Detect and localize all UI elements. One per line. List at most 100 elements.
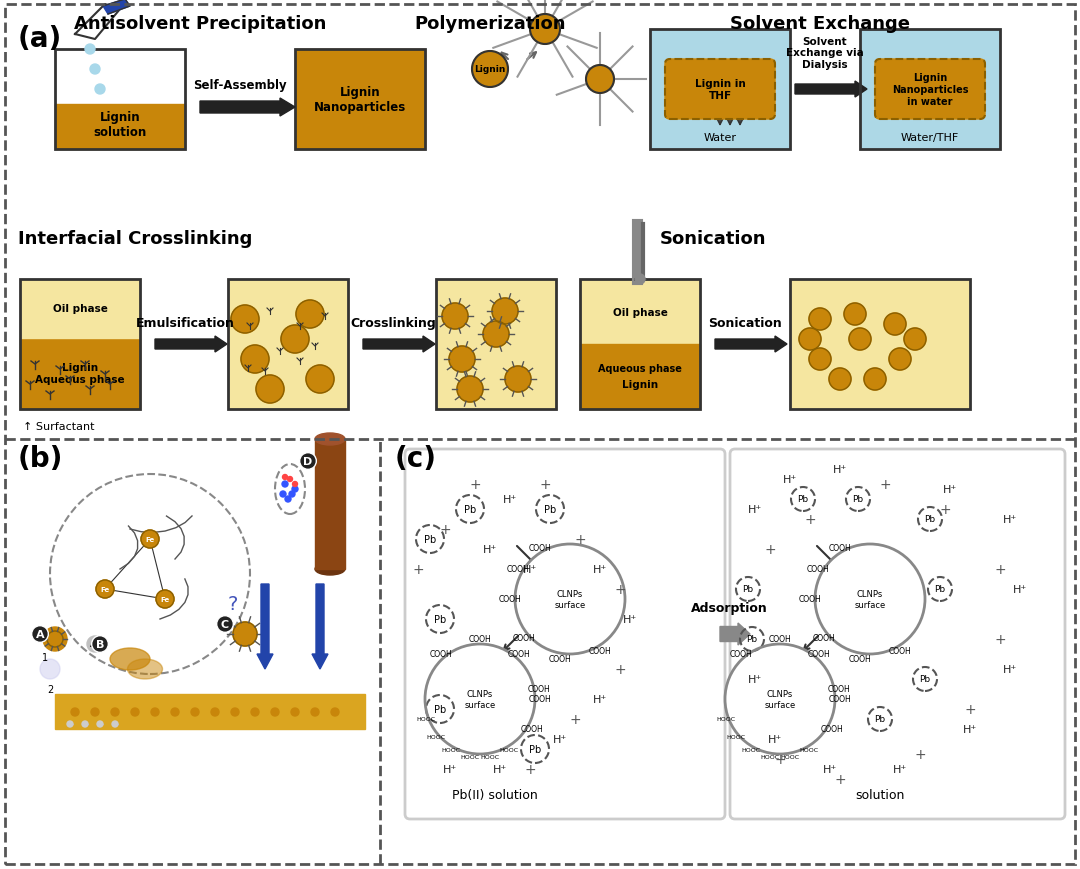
- Circle shape: [483, 322, 509, 348]
- Circle shape: [251, 708, 259, 716]
- Bar: [55, 694, 365, 729]
- Polygon shape: [75, 5, 120, 40]
- Circle shape: [536, 495, 564, 523]
- Circle shape: [233, 622, 257, 647]
- Text: (b): (b): [18, 444, 64, 473]
- Circle shape: [90, 65, 100, 75]
- Text: Pb: Pb: [423, 534, 436, 544]
- Text: Adsorption: Adsorption: [690, 601, 768, 614]
- Text: COOH: COOH: [549, 653, 571, 663]
- Circle shape: [50, 474, 249, 674]
- Circle shape: [457, 376, 483, 402]
- Circle shape: [256, 375, 284, 403]
- Bar: [55, 50, 185, 149]
- Ellipse shape: [110, 648, 150, 670]
- FancyBboxPatch shape: [875, 60, 985, 120]
- Text: Fe: Fe: [160, 596, 170, 602]
- Text: H⁺: H⁺: [943, 484, 957, 494]
- Text: H⁺: H⁺: [747, 504, 762, 514]
- Text: Pb: Pb: [746, 634, 757, 644]
- Text: COOH: COOH: [499, 594, 522, 604]
- Circle shape: [289, 492, 295, 497]
- Circle shape: [71, 708, 79, 716]
- Text: COOH: COOH: [508, 649, 530, 658]
- Circle shape: [416, 526, 444, 554]
- Text: Lignin
solution: Lignin solution: [93, 111, 147, 139]
- Text: H⁺: H⁺: [963, 724, 977, 734]
- Ellipse shape: [315, 563, 345, 575]
- Text: Ag: Ag: [90, 641, 100, 647]
- Text: 2: 2: [46, 684, 53, 694]
- Text: Fe: Fe: [100, 587, 110, 593]
- Text: Sonication: Sonication: [660, 229, 767, 248]
- Text: COOH: COOH: [807, 649, 829, 658]
- Text: +: +: [914, 747, 926, 761]
- Text: H⁺: H⁺: [492, 764, 508, 774]
- Text: HOOC: HOOC: [760, 753, 780, 759]
- Text: +: +: [879, 477, 891, 492]
- Text: COOH: COOH: [589, 647, 611, 656]
- Text: +: +: [964, 702, 976, 716]
- Circle shape: [426, 606, 454, 634]
- Circle shape: [456, 495, 484, 523]
- Ellipse shape: [315, 434, 345, 446]
- Text: HOOC: HOOC: [442, 746, 460, 752]
- Circle shape: [282, 481, 288, 488]
- Text: H⁺: H⁺: [593, 694, 607, 704]
- FancyBboxPatch shape: [405, 449, 725, 819]
- Text: ↑ Surfactant: ↑ Surfactant: [23, 421, 95, 432]
- Circle shape: [296, 301, 324, 328]
- Text: +: +: [575, 533, 585, 547]
- Text: Lignin: Lignin: [622, 380, 658, 390]
- Circle shape: [111, 708, 119, 716]
- Text: COOH: COOH: [528, 684, 551, 693]
- Circle shape: [864, 368, 886, 390]
- Text: H⁺: H⁺: [443, 764, 457, 774]
- Bar: [315, 440, 345, 569]
- Text: Interfacial Crosslinking: Interfacial Crosslinking: [18, 229, 253, 248]
- Circle shape: [843, 303, 866, 326]
- Text: HOOC: HOOC: [481, 753, 500, 759]
- Text: Pb: Pb: [529, 744, 541, 754]
- Bar: [21, 280, 140, 338]
- Bar: [436, 280, 556, 409]
- Text: HOOC: HOOC: [799, 746, 819, 752]
- Text: HOOC: HOOC: [726, 734, 745, 739]
- Text: Pb: Pb: [797, 495, 809, 504]
- Text: Pb: Pb: [434, 614, 446, 624]
- FancyBboxPatch shape: [730, 449, 1065, 819]
- Circle shape: [156, 590, 174, 608]
- Text: H⁺: H⁺: [893, 764, 907, 774]
- Text: Lignin
Nanoparticles
in water: Lignin Nanoparticles in water: [892, 73, 969, 107]
- Text: +: +: [440, 522, 450, 536]
- Text: Solvent Exchange: Solvent Exchange: [730, 15, 910, 33]
- Circle shape: [885, 314, 906, 335]
- Bar: [580, 345, 700, 409]
- Text: HOOC: HOOC: [460, 753, 480, 759]
- Circle shape: [635, 275, 645, 285]
- Ellipse shape: [127, 660, 162, 680]
- Circle shape: [815, 544, 924, 654]
- Bar: [789, 280, 970, 409]
- Text: HOOC: HOOC: [781, 753, 799, 759]
- Circle shape: [791, 488, 815, 512]
- Text: Pb: Pb: [924, 515, 935, 524]
- Circle shape: [87, 636, 103, 653]
- Circle shape: [231, 708, 239, 716]
- Text: H⁺: H⁺: [768, 734, 782, 744]
- Text: +: +: [569, 713, 581, 726]
- Circle shape: [96, 580, 114, 599]
- Text: Fe: Fe: [146, 536, 154, 542]
- Text: HOOC: HOOC: [426, 734, 445, 739]
- Circle shape: [426, 644, 535, 754]
- Text: H⁺: H⁺: [553, 734, 567, 744]
- Text: H⁺: H⁺: [483, 544, 497, 554]
- Circle shape: [449, 347, 475, 373]
- FancyArrow shape: [363, 336, 435, 353]
- Text: solution: solution: [855, 788, 905, 801]
- Ellipse shape: [275, 464, 305, 514]
- Bar: [789, 280, 970, 409]
- Text: +: +: [940, 502, 950, 516]
- Text: Oil phase: Oil phase: [612, 307, 667, 317]
- Text: +: +: [413, 562, 423, 576]
